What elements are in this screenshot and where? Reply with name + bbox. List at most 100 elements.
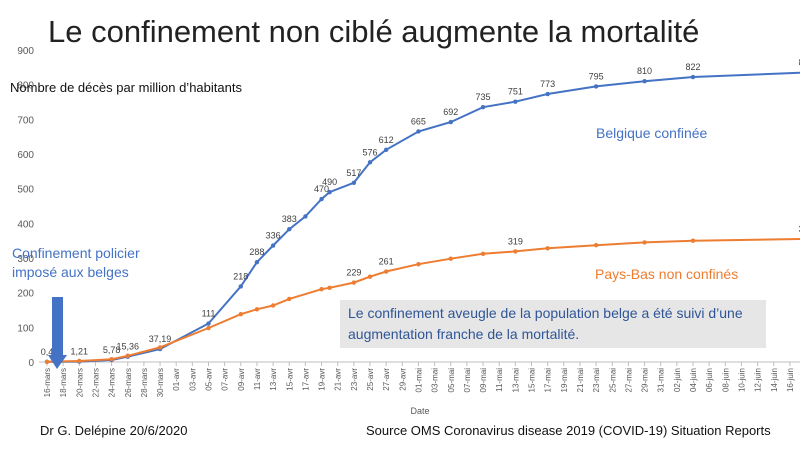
data-point <box>690 74 696 80</box>
x-tick-label: 05-mai <box>447 368 456 393</box>
data-label: 355 <box>799 224 800 234</box>
x-tick-label: 01-avr <box>172 368 181 391</box>
data-point <box>642 240 647 245</box>
data-label: 795 <box>589 71 604 81</box>
data-point <box>125 353 130 358</box>
x-tick-label: 01-mai <box>414 368 423 393</box>
data-label: 15,36 <box>116 342 139 352</box>
x-tick-label: 26-mars <box>124 368 133 397</box>
y-axis-caption: Nombre de décès par million d’habitants <box>10 80 242 95</box>
x-tick-label: 25-mai <box>608 368 617 393</box>
data-point <box>287 296 292 302</box>
y-tick-label: 200 <box>17 289 34 300</box>
x-tick-label: 22-mars <box>91 368 100 397</box>
data-point <box>206 321 211 326</box>
data-point <box>513 249 518 254</box>
data-label: 576 <box>362 147 377 157</box>
data-label: 261 <box>379 257 394 267</box>
data-point <box>319 196 324 202</box>
data-point <box>238 311 243 317</box>
data-point <box>109 357 114 362</box>
conclusion-textbox: Le confinement aveugle de la population … <box>340 300 766 348</box>
x-tick-label: 19-avr <box>318 368 327 391</box>
data-point <box>448 256 453 261</box>
x-tick-label: 23-mai <box>592 368 601 393</box>
data-point <box>367 160 373 165</box>
y-tick-label: 400 <box>17 219 34 230</box>
x-tick-label: 17-avr <box>301 368 310 391</box>
data-point <box>157 345 163 350</box>
x-tick-label: 07-avr <box>221 368 230 391</box>
x-tick-label: 25-avr <box>366 368 375 391</box>
data-point <box>44 359 50 365</box>
data-label: 810 <box>637 66 652 76</box>
data-label: 319 <box>508 236 523 246</box>
data-point <box>254 259 260 265</box>
data-label: 490 <box>322 177 337 187</box>
x-tick-label: 27-avr <box>382 368 391 391</box>
x-tick-label: 28-mars <box>140 368 149 397</box>
data-label: 229 <box>346 268 361 278</box>
data-point <box>303 214 308 219</box>
data-point <box>416 262 421 267</box>
belgium-series-label: Belgique confinée <box>596 125 708 141</box>
x-tick-label: 30-mars <box>156 368 165 397</box>
data-point <box>383 147 389 153</box>
x-tick-label: 06-juin <box>705 368 714 392</box>
x-tick-label: 15-avr <box>285 368 294 391</box>
data-label: 37,19 <box>149 334 172 344</box>
y-tick-label: 500 <box>17 185 34 196</box>
y-tick-label: 700 <box>17 115 34 126</box>
data-point <box>448 119 453 125</box>
data-point <box>238 284 243 289</box>
x-tick-label: 14-juin <box>770 368 779 392</box>
lockdown-annotation: Confinement policier imposé aux belges <box>12 245 140 280</box>
data-point <box>367 274 373 279</box>
x-tick-label: 29-avr <box>398 368 407 391</box>
data-point <box>327 189 332 195</box>
x-tick-label: 02-juin <box>673 368 682 392</box>
data-label: 288 <box>249 247 264 257</box>
data-label: 751 <box>508 87 523 97</box>
x-tick-label: 03-avr <box>188 368 197 391</box>
data-label: 773 <box>540 79 555 89</box>
x-tick-label: 15-mai <box>528 368 537 393</box>
y-tick-label: 0 <box>28 358 34 369</box>
y-tick-label: 300 <box>17 254 34 265</box>
netherlands-series-label: Pays-Bas non confinés <box>595 266 739 282</box>
data-point <box>480 105 486 110</box>
x-tick-label: 07-mai <box>463 368 472 393</box>
y-tick-label: 100 <box>17 323 34 334</box>
y-tick-label: 600 <box>17 150 34 161</box>
x-tick-label: 11-mai <box>495 368 504 392</box>
data-label: 822 <box>685 62 700 72</box>
x-tick-label: 16-mars <box>43 368 52 397</box>
data-point <box>383 269 389 274</box>
data-label: 336 <box>266 231 281 241</box>
arrow-shaft <box>52 297 63 357</box>
x-tick-label: 09-mai <box>479 368 488 393</box>
x-tick-label: 12-juin <box>754 368 763 392</box>
x-tick-label: 11-avr <box>253 368 262 390</box>
data-point <box>351 280 357 285</box>
arrow-head <box>48 355 67 369</box>
data-label: 835 <box>799 58 800 68</box>
x-tick-label: 20-mars <box>75 368 84 397</box>
series-line <box>46 237 800 363</box>
data-point <box>254 307 260 312</box>
data-point <box>545 91 550 97</box>
data-point <box>416 129 421 134</box>
data-point <box>593 242 599 248</box>
x-tick-label: 03-mai <box>431 368 440 393</box>
data-point <box>206 325 211 331</box>
x-axis-title: Date <box>410 406 429 416</box>
data-label: 111 <box>202 309 216 319</box>
data-label: 470 <box>314 184 329 194</box>
data-point <box>327 285 332 291</box>
x-tick-label: 09-avr <box>237 368 246 391</box>
data-point <box>351 180 357 185</box>
x-tick-label: 24-mars <box>108 368 117 397</box>
data-label: 1,21 <box>71 347 89 357</box>
x-tick-label: 13-avr <box>269 368 278 391</box>
x-tick-label: 10-juin <box>737 368 746 392</box>
